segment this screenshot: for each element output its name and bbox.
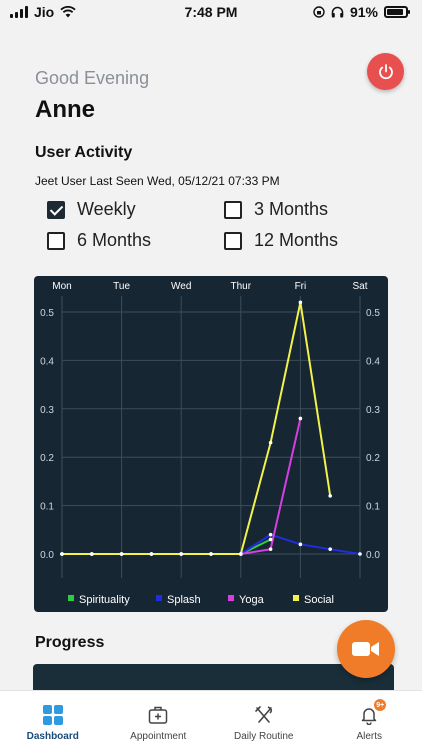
- lock-rotation-icon: [313, 6, 325, 18]
- progress-title: Progress: [35, 634, 105, 651]
- data-point: [119, 552, 124, 556]
- data-point: [268, 532, 273, 537]
- signal-icon: [10, 6, 28, 18]
- nav-alerts-label: Alerts: [356, 731, 383, 742]
- option-12-months-label: 12 Months: [254, 230, 339, 250]
- battery-fill: [387, 9, 404, 15]
- y-tick-label-right: 0.2: [366, 453, 380, 464]
- data-point: [268, 547, 273, 551]
- alerts-badge: 9+: [374, 699, 387, 711]
- power-icon: [378, 63, 393, 79]
- data-point: [298, 300, 303, 305]
- dashboard-grid-icon: [42, 704, 64, 726]
- y-tick-label-right: 0.4: [366, 356, 380, 367]
- nav-alerts[interactable]: 9+ Alerts: [317, 691, 422, 750]
- medical-bag-icon: [147, 704, 169, 726]
- data-point: [179, 552, 183, 556]
- y-tick-label-left: 0.1: [40, 502, 54, 513]
- data-point: [90, 552, 94, 556]
- x-tick-label: Thur: [231, 281, 252, 292]
- data-point: [328, 494, 333, 498]
- status-time: 7:48 PM: [184, 4, 238, 20]
- battery-icon: [384, 6, 410, 18]
- weekly-checkbox[interactable]: [47, 200, 65, 219]
- legend-swatch: [293, 595, 299, 601]
- greeting-text: Good Evening: [35, 68, 150, 88]
- activity-chart: 0.0 0.0 0.1 0.1 0.2 0.2 0.3 0.3 0.4 0.4 0.5 0.5 Mon T…: [34, 276, 388, 612]
- data-point: [268, 440, 273, 445]
- option-6-months-label: 6 Months: [77, 230, 152, 250]
- data-point: [298, 416, 303, 421]
- legend-label: Spirituality: [79, 594, 130, 606]
- option-12-months[interactable]: 12 Months: [224, 230, 338, 251]
- x-tick-label: Mon: [52, 281, 71, 292]
- option-3-months-label: 3 Months: [254, 199, 329, 219]
- legend-label: Social: [304, 594, 334, 606]
- y-tick-label-right: 0.3: [366, 405, 380, 416]
- bottom-nav: Dashboard Appointment Daily Routine: [0, 690, 422, 750]
- legend-swatch: [228, 595, 234, 601]
- series-line-splash: [62, 533, 361, 555]
- option-6-months[interactable]: 6 Months: [47, 230, 151, 251]
- nav-appointment-label: Appointment: [130, 731, 187, 742]
- last-seen-text: Jeet User Last Seen Wed, 05/12/21 07:33 …: [35, 174, 280, 188]
- logout-button[interactable]: [367, 53, 404, 90]
- carrier-label: Jio: [34, 4, 55, 20]
- legend-swatch: [68, 595, 74, 601]
- nav-dashboard[interactable]: Dashboard: [0, 691, 106, 750]
- y-tick-label-left: 0.5: [40, 308, 54, 319]
- video-camera-icon: [352, 642, 379, 656]
- data-point: [209, 552, 213, 556]
- user-name: Anne: [35, 96, 95, 123]
- fork-knife-icon: [253, 704, 275, 726]
- nav-daily-routine[interactable]: Daily Routine: [211, 691, 317, 750]
- nav-appointment[interactable]: Appointment: [106, 691, 212, 750]
- y-tick-label-left: 0.3: [40, 405, 54, 416]
- y-tick-label-left: 0.0: [40, 550, 54, 561]
- video-call-button[interactable]: [337, 620, 395, 678]
- x-tick-label: Wed: [171, 281, 191, 292]
- option-weekly[interactable]: Weekly: [47, 199, 136, 220]
- battery-percent: 91%: [349, 4, 378, 20]
- data-point: [149, 552, 154, 556]
- y-tick-label-right: 0.1: [366, 502, 380, 513]
- wifi-icon: [60, 6, 76, 18]
- x-tick-label: Fri: [295, 281, 307, 292]
- headphones-icon: [331, 6, 344, 18]
- data-point: [358, 552, 362, 556]
- data-point: [268, 537, 273, 542]
- option-3-months[interactable]: 3 Months: [224, 199, 328, 220]
- data-point: [239, 552, 243, 556]
- user-activity-title: User Activity: [35, 144, 133, 161]
- data-point: [298, 542, 303, 547]
- legend-label: Splash: [167, 594, 201, 606]
- y-tick-label-right: 0.0: [366, 550, 380, 561]
- legend-swatch: [156, 595, 162, 601]
- series-line-social: [62, 302, 332, 555]
- series-line-spirituality: [62, 538, 272, 555]
- y-tick-label-right: 0.5: [366, 308, 380, 319]
- status-right: 91%: [313, 4, 410, 20]
- option-weekly-label: Weekly: [77, 199, 136, 219]
- 12-months-checkbox[interactable]: [224, 231, 242, 250]
- data-point: [328, 547, 333, 551]
- x-tick-label: Tue: [113, 281, 130, 292]
- status-left: Jio: [10, 4, 76, 20]
- 6-months-checkbox[interactable]: [47, 231, 65, 250]
- nav-dashboard-label: Dashboard: [26, 731, 79, 742]
- y-tick-label-left: 0.4: [40, 356, 54, 367]
- status-bar: Jio 7:48 PM 91%: [0, 0, 422, 26]
- y-tick-label-left: 0.2: [40, 453, 54, 464]
- data-point: [60, 552, 64, 556]
- legend-label: Yoga: [239, 594, 265, 606]
- activity-chart-svg: 0.0 0.0 0.1 0.1 0.2 0.2 0.3 0.3 0.4 0.4 0.5 0.5 Mon T…: [40, 281, 380, 606]
- bell-icon: 9+: [358, 699, 387, 726]
- nav-daily-routine-label: Daily Routine: [234, 731, 294, 742]
- 3-months-checkbox[interactable]: [224, 200, 242, 219]
- x-tick-label: Sat: [352, 281, 367, 292]
